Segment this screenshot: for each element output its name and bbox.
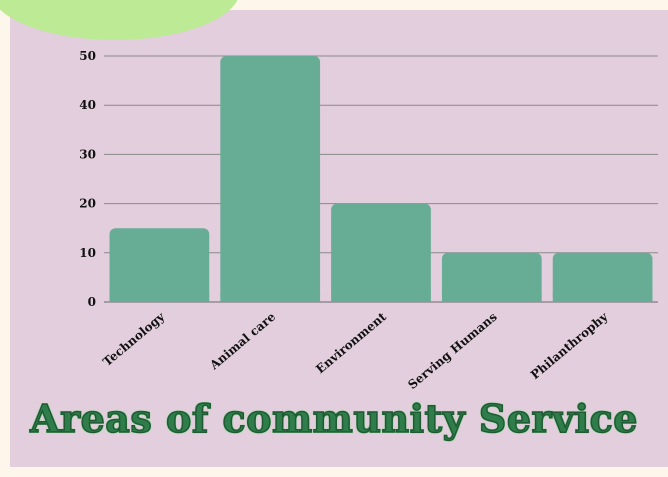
x-category-label: Philanthrophy [528, 309, 611, 382]
chart-title: Areas of community Service [0, 396, 668, 441]
bar-base [442, 294, 542, 302]
bar-animal-care [220, 56, 320, 302]
y-axis-ticks: 0 10 20 30 40 50 [79, 49, 96, 309]
bar-base [110, 294, 210, 302]
bar-base [553, 294, 653, 302]
y-tick-label: 40 [79, 98, 96, 112]
bar-environment [331, 204, 431, 302]
bar-base [220, 294, 320, 302]
y-tick-label: 20 [79, 197, 96, 211]
x-category-label: Animal care [206, 309, 278, 373]
x-category-label: Serving Humans [405, 309, 500, 392]
x-category-label: Technology [100, 309, 168, 369]
y-tick-label: 0 [88, 295, 96, 309]
bar-technology [110, 228, 210, 302]
bars [110, 56, 653, 302]
bar-base [331, 294, 431, 302]
y-tick-label: 50 [79, 49, 96, 63]
x-category-label: Environment [313, 309, 389, 376]
y-tick-label: 30 [79, 147, 96, 161]
y-tick-label: 10 [79, 246, 96, 260]
x-axis-labels: Technology Animal care Environment Serving … [100, 309, 611, 392]
